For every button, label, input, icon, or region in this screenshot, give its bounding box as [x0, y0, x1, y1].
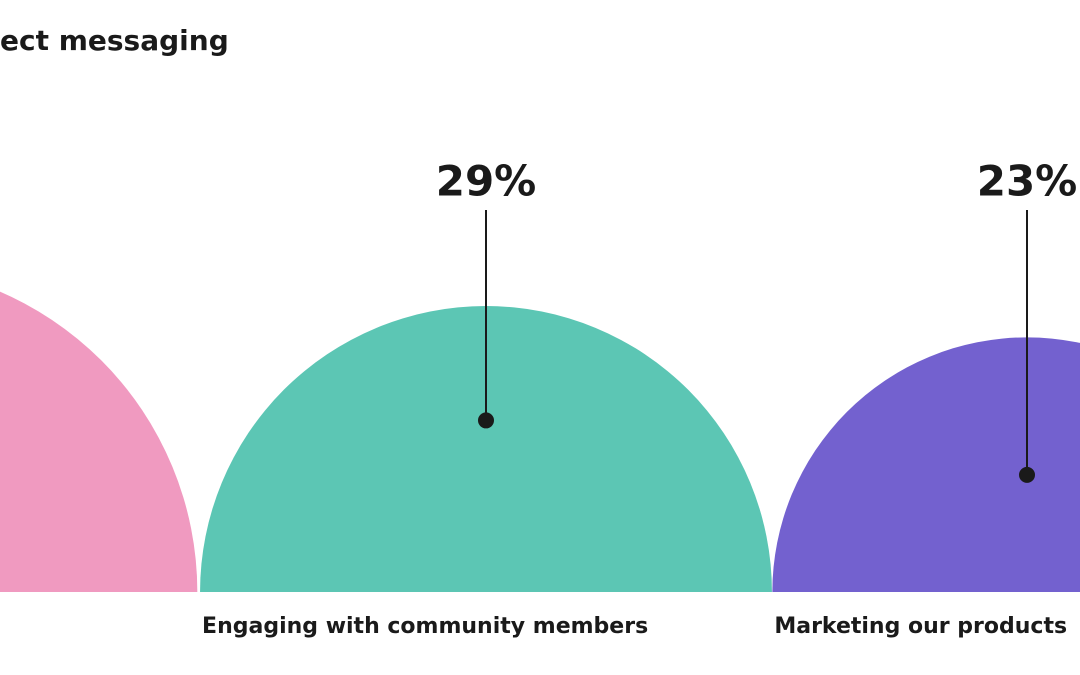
semicircle — [772, 337, 1080, 592]
category-label: Engaging with community members — [202, 614, 648, 639]
category-label: Marketing our products — [774, 614, 1067, 639]
leader-dot — [478, 412, 494, 429]
semicircle — [200, 306, 772, 592]
leader-dot — [1019, 466, 1035, 483]
semicircle — [0, 291, 198, 592]
value-label: 29% — [436, 157, 537, 206]
value-label: 23% — [977, 157, 1078, 206]
chart-title: ect messaging — [0, 24, 229, 57]
